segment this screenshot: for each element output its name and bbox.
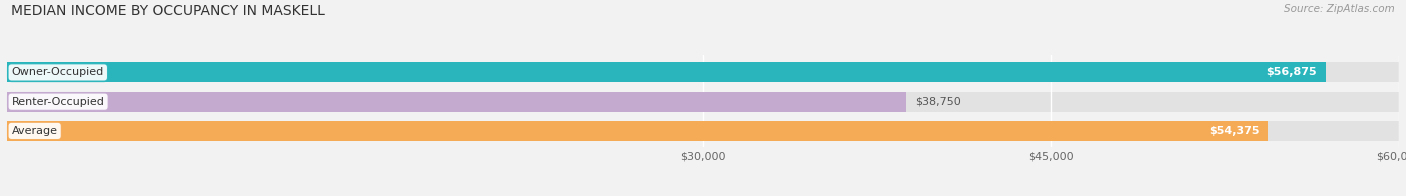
Text: $54,375: $54,375 bbox=[1209, 126, 1260, 136]
Text: $56,875: $56,875 bbox=[1267, 67, 1317, 77]
Text: Source: ZipAtlas.com: Source: ZipAtlas.com bbox=[1284, 4, 1395, 14]
Text: Owner-Occupied: Owner-Occupied bbox=[11, 67, 104, 77]
Bar bbox=[7, 121, 1399, 141]
Bar bbox=[7, 63, 1399, 82]
Bar bbox=[7, 92, 905, 112]
Bar bbox=[7, 92, 1399, 112]
Bar bbox=[7, 63, 1326, 82]
Text: Average: Average bbox=[11, 126, 58, 136]
Text: Renter-Occupied: Renter-Occupied bbox=[11, 97, 104, 107]
Text: MEDIAN INCOME BY OCCUPANCY IN MASKELL: MEDIAN INCOME BY OCCUPANCY IN MASKELL bbox=[11, 4, 325, 18]
Bar bbox=[7, 121, 1268, 141]
Text: $38,750: $38,750 bbox=[915, 97, 962, 107]
